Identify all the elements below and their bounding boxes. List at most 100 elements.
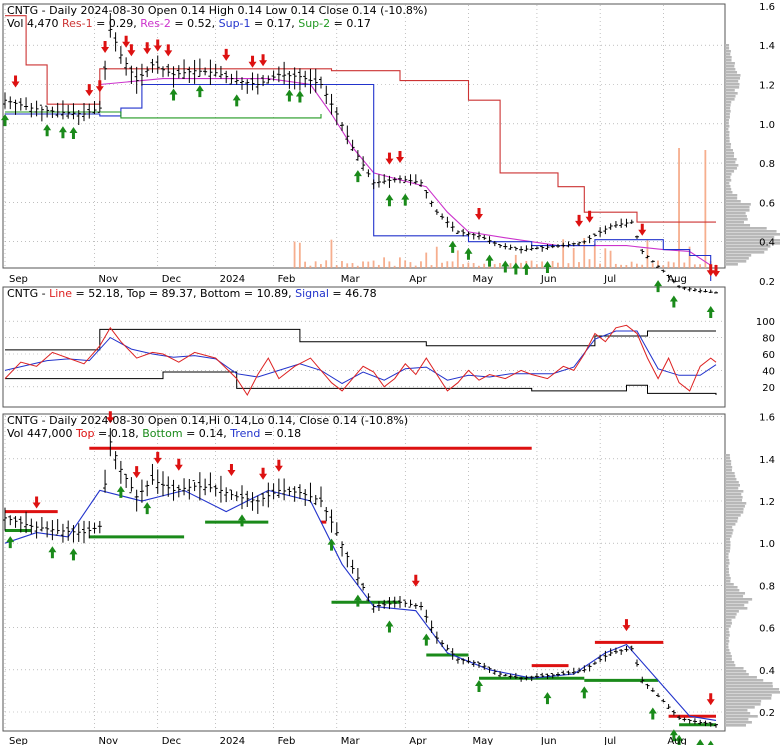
volume-bar	[314, 261, 317, 268]
volume-bar	[330, 239, 333, 268]
volume-profile-bar	[725, 550, 730, 553]
buy-arrow	[475, 680, 483, 693]
sell-arrow-shape	[706, 264, 715, 277]
volume-profile-bar	[725, 203, 751, 206]
x-tick-label: Nov	[99, 736, 119, 745]
sell-arrow	[11, 75, 20, 88]
buy-arrow-shape	[464, 247, 473, 260]
buy-arrow	[543, 260, 552, 273]
volume-profile-bar	[725, 592, 746, 595]
sell-arrow	[259, 467, 268, 480]
volume-profile-bar	[725, 520, 738, 523]
sell-arrow	[274, 459, 283, 472]
volume-profile-bar	[725, 65, 735, 68]
volume-profile-bar	[725, 92, 738, 95]
volume-bar	[572, 248, 575, 268]
buy-arrow	[675, 734, 684, 745]
volume-profile-bar	[725, 233, 780, 236]
buy-arrow-shape	[543, 692, 552, 705]
volume-profile-bar	[725, 68, 736, 71]
volume-profile-bar	[725, 625, 731, 628]
sell-arrow	[132, 466, 141, 479]
buy-arrow-shape	[195, 85, 204, 98]
res1-line	[5, 15, 716, 223]
sell-arrow-shape	[475, 207, 483, 220]
header-run: = 0.17,	[251, 17, 299, 30]
sell-arrow-shape	[712, 264, 720, 277]
volume-profile-bar	[725, 224, 751, 227]
header-run: Res-1	[62, 17, 93, 30]
volume-profile-bar	[725, 230, 777, 233]
volume-profile-bar	[725, 170, 735, 173]
volume-profile-bar	[725, 460, 732, 463]
buy-arrow	[143, 502, 152, 515]
volume-profile-bar	[725, 475, 736, 478]
volume-profile-bar	[725, 47, 730, 50]
sell-arrow-shape	[575, 214, 584, 227]
sell-arrow	[95, 80, 104, 93]
volume-profile-bar	[725, 89, 735, 92]
stochastic-y-tick-label: 40	[762, 366, 775, 377]
header-run: Top	[126, 287, 146, 300]
volume-bar	[383, 257, 385, 268]
buy-arrow-shape	[696, 739, 705, 745]
volume-profile-bar	[725, 646, 729, 649]
header-run: Signal	[295, 287, 329, 300]
buy-arrow-shape	[143, 502, 152, 515]
volume-bar	[514, 254, 517, 268]
volume-profile-bar	[725, 158, 737, 161]
header-run: = 52.18,	[72, 287, 127, 300]
price-panel-frame	[2, 3, 726, 269]
volume-profile-bar	[725, 236, 775, 239]
x-tick-label: Feb	[278, 736, 296, 745]
sell-arrow	[585, 210, 594, 223]
volume-profile-bar	[725, 589, 740, 592]
volume-profile-bar	[725, 643, 729, 646]
buy-arrow-shape	[475, 680, 483, 693]
buy-arrow	[295, 90, 304, 103]
buy-arrow-shape	[448, 240, 457, 253]
volume-profile-bar	[725, 679, 764, 682]
volume-profile-bar	[725, 245, 771, 248]
volume-bar	[462, 264, 464, 268]
sell-arrow-shape	[274, 459, 283, 472]
volume-profile-bar	[725, 607, 748, 610]
volume-profile-bar	[725, 568, 729, 571]
buy-arrow-shape	[1, 114, 9, 127]
buy-arrow-shape	[295, 90, 304, 103]
sell-arrow	[32, 496, 41, 509]
buy-arrow	[654, 280, 663, 293]
volume-bar	[541, 261, 543, 268]
sell-arrow-shape	[101, 40, 110, 53]
volume-profile-bar	[725, 715, 758, 718]
volume-profile-bar	[725, 209, 750, 212]
volume-bar	[636, 263, 638, 268]
volume-bar	[325, 260, 328, 268]
sell-arrow-shape	[132, 466, 141, 479]
volume-bar	[530, 260, 533, 268]
volume-profile-bar	[725, 493, 742, 496]
volume-profile-bar	[725, 95, 736, 98]
volume-bar	[688, 246, 691, 268]
volume-profile-bar	[725, 622, 732, 625]
buy-arrow	[69, 127, 78, 140]
sell-arrow	[153, 39, 162, 52]
buy-arrow	[69, 548, 78, 561]
volume-profile-bar	[725, 586, 738, 589]
buy-arrow	[464, 247, 473, 260]
volume-bar	[520, 262, 522, 268]
volume-bar	[293, 241, 296, 268]
volume-bar	[630, 261, 633, 268]
y-tick-label: 0.2	[759, 277, 775, 288]
buy-arrow-shape	[48, 546, 57, 559]
price-panel-header-line2: Vol 4,470 Res-1 = 0.29, Res-2 = 0.52, Su…	[7, 17, 371, 30]
volume-bar	[557, 262, 559, 268]
buy-arrow	[58, 126, 67, 139]
buy-arrow-shape	[385, 194, 394, 207]
volume-profile-bar	[725, 469, 732, 472]
header-run: Top	[75, 427, 95, 440]
sell-arrow	[259, 54, 268, 67]
volume-bar	[404, 260, 407, 268]
sell-arrow	[411, 574, 420, 587]
